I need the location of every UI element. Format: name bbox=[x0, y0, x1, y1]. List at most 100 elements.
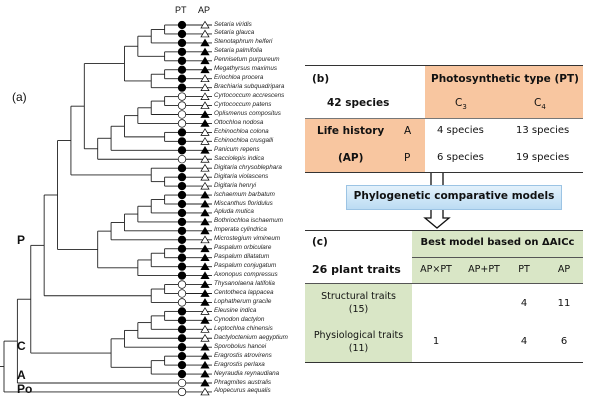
filled-circle-icon bbox=[177, 128, 187, 137]
species-name: Apluda mutica bbox=[214, 208, 254, 216]
open-circle-icon bbox=[177, 298, 187, 307]
species-name: Brachiaria subquadripara bbox=[214, 83, 285, 91]
filled-circle-icon bbox=[177, 172, 187, 182]
row-physiological: Physiological traits (11) bbox=[305, 329, 412, 355]
species-name: Imperata cylindrica bbox=[214, 226, 267, 234]
species-name: Setaria viridis bbox=[214, 20, 252, 28]
species-name: Axonopus compressus bbox=[214, 271, 278, 279]
filled-triangle-icon bbox=[200, 262, 210, 270]
species-name: Bothriochloa ischaemum bbox=[214, 217, 283, 225]
row-physiological-line2: (11) bbox=[348, 343, 369, 354]
ap-header-line2: (AP) bbox=[338, 152, 364, 164]
method-label: Phylogenetic comparative models bbox=[353, 190, 555, 202]
panel-a-label: (a) bbox=[12, 90, 27, 104]
filled-triangle-icon bbox=[200, 360, 210, 369]
filled-triangle-icon bbox=[200, 316, 210, 324]
open-triangle-icon bbox=[200, 307, 210, 315]
filled-circle-icon bbox=[177, 199, 187, 209]
species-name: Paspalum dilatatum bbox=[214, 253, 270, 261]
filled-triangle-icon bbox=[200, 351, 210, 360]
filled-triangle-icon bbox=[200, 47, 210, 56]
filled-circle-icon bbox=[177, 271, 187, 280]
species-name: Digitaria chrysoblephara bbox=[214, 163, 282, 171]
divider bbox=[305, 362, 583, 363]
open-triangle-icon bbox=[200, 387, 210, 396]
open-circle-icon bbox=[177, 289, 187, 298]
filled-triangle-icon bbox=[200, 146, 210, 154]
filled-circle-icon bbox=[177, 253, 187, 262]
row-structural-line1: Structural traits bbox=[321, 291, 396, 302]
cell-a-c4: 13 species bbox=[516, 125, 570, 136]
open-triangle-icon bbox=[200, 163, 210, 172]
clade-label-a: A bbox=[17, 368, 26, 382]
species-name: Digitaria violascens bbox=[214, 172, 269, 180]
species-name: Panicum repens bbox=[214, 145, 260, 153]
filled-circle-icon bbox=[177, 20, 187, 30]
filled-circle-icon bbox=[177, 29, 187, 39]
c3-sub: 3 bbox=[462, 103, 467, 112]
divider bbox=[305, 172, 583, 173]
filled-triangle-icon bbox=[200, 280, 210, 288]
open-triangle-icon bbox=[200, 83, 210, 92]
model-count-cell: 4 bbox=[520, 336, 528, 347]
filled-triangle-icon bbox=[200, 190, 210, 199]
filled-circle-icon bbox=[177, 360, 187, 370]
filled-triangle-icon bbox=[200, 289, 210, 297]
filled-circle-icon bbox=[177, 181, 187, 191]
filled-circle-icon bbox=[177, 244, 187, 253]
c4-main: C bbox=[534, 97, 542, 109]
species-name: Eragrostis atrovirens bbox=[214, 351, 272, 359]
row-code-p: P bbox=[404, 152, 411, 164]
open-circle-icon bbox=[177, 280, 187, 289]
filled-triangle-icon bbox=[200, 378, 210, 387]
open-triangle-icon bbox=[200, 20, 210, 29]
filled-circle-icon bbox=[177, 164, 187, 173]
cell-a-c3: 4 species bbox=[437, 125, 484, 136]
model-count-cell: 1 bbox=[432, 336, 440, 347]
filled-circle-icon bbox=[177, 83, 187, 92]
divider bbox=[305, 65, 583, 66]
open-circle-icon bbox=[177, 110, 187, 119]
species-name: Ischaemum barbatum bbox=[214, 190, 275, 198]
species-name: Eragrostis perlaxa bbox=[214, 360, 265, 368]
ap-header-fill bbox=[305, 118, 425, 172]
filled-triangle-icon bbox=[200, 244, 210, 253]
clade-label-c: C bbox=[17, 339, 26, 353]
filled-circle-icon bbox=[177, 56, 187, 65]
species-name: Paspalum orbiculare bbox=[214, 244, 272, 252]
filled-triangle-icon bbox=[200, 208, 210, 217]
row-code-a: A bbox=[404, 125, 412, 137]
open-circle-icon bbox=[177, 119, 187, 128]
species-name: Oplismenus compositus bbox=[214, 110, 281, 117]
species-count: 42 species bbox=[327, 97, 390, 109]
species-name: Centotheca lappacea bbox=[214, 289, 274, 296]
filled-circle-icon bbox=[177, 190, 187, 200]
species-name: Eleusine indica bbox=[214, 306, 257, 314]
filled-circle-icon bbox=[177, 208, 187, 218]
traits-column-fill bbox=[305, 283, 412, 362]
method-box bbox=[346, 185, 562, 210]
pt-column-c3: C3 bbox=[455, 97, 467, 111]
open-triangle-icon bbox=[200, 333, 210, 342]
pt-header-fill bbox=[425, 66, 583, 118]
species-name: Pennisetum purpureum bbox=[214, 56, 280, 64]
species-name: Echinochloa colona bbox=[214, 127, 269, 135]
row-structural-line2: (15) bbox=[348, 304, 369, 315]
filled-circle-icon bbox=[177, 146, 187, 155]
filled-circle-icon bbox=[177, 352, 187, 361]
species-name: Digitaria henryi bbox=[214, 181, 256, 189]
open-triangle-icon bbox=[200, 92, 210, 100]
row-structural: Structural traits (15) bbox=[305, 290, 412, 316]
filled-triangle-icon bbox=[200, 298, 210, 306]
filled-triangle-icon bbox=[200, 271, 210, 279]
species-name: Megathyrsus maximus bbox=[214, 65, 277, 73]
species-name: Setaria palmifolia bbox=[214, 47, 263, 55]
open-triangle-icon bbox=[200, 29, 210, 38]
filled-triangle-icon bbox=[200, 342, 210, 351]
species-name: Miscanthus floridulus bbox=[214, 199, 273, 207]
open-triangle-icon bbox=[200, 128, 210, 136]
open-triangle-icon bbox=[200, 235, 210, 244]
species-name: Sporobolus hancei bbox=[214, 342, 267, 350]
species-name: Alopecurus aequalis bbox=[214, 387, 271, 395]
species-name: Leptochloa chinensis bbox=[214, 324, 273, 332]
